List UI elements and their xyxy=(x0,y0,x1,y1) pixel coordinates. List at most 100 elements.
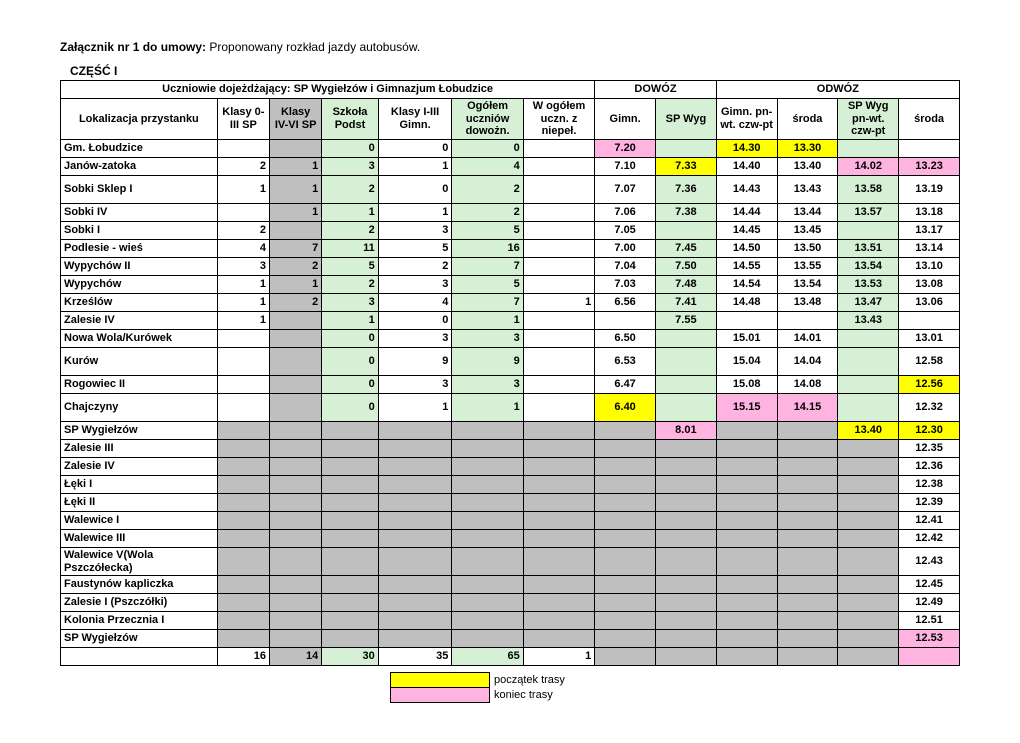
grey-cell xyxy=(452,547,523,575)
grey-cell xyxy=(378,594,452,612)
og: 9 xyxy=(452,347,523,375)
table-row: Gm. Łobudzice0007.2014.3013.30 xyxy=(61,139,960,157)
gim: 1 xyxy=(378,203,452,221)
o-s2: 12.36 xyxy=(899,457,960,475)
d-sp xyxy=(656,375,717,393)
gim: 1 xyxy=(378,157,452,175)
sp: 3 xyxy=(322,293,379,311)
grey-cell xyxy=(452,576,523,594)
og: 2 xyxy=(452,175,523,203)
d-gimn: 7.05 xyxy=(595,221,656,239)
o-sp xyxy=(838,576,899,594)
grey-cell xyxy=(322,439,379,457)
d-gimn: 6.50 xyxy=(595,329,656,347)
legend: początek trasy koniec trasy xyxy=(390,672,960,703)
col-d-spwyg: SP Wyg xyxy=(656,99,717,140)
k4: 2 xyxy=(270,257,322,275)
d-sp xyxy=(656,511,717,529)
k0 xyxy=(217,393,269,421)
grey-cell xyxy=(270,630,322,648)
o-s1: 14.15 xyxy=(777,393,838,421)
col-o-sroda2: środa xyxy=(899,99,960,140)
grey-cell xyxy=(270,493,322,511)
d-gimn xyxy=(595,594,656,612)
d-sp xyxy=(656,139,717,157)
k4 xyxy=(270,347,322,375)
k0 xyxy=(217,375,269,393)
col-klasy0: Klasy 0-III SP xyxy=(217,99,269,140)
grey-cell xyxy=(217,594,269,612)
d-gimn: 7.06 xyxy=(595,203,656,221)
grey-cell xyxy=(452,630,523,648)
d-sp: 7.41 xyxy=(656,293,717,311)
gim: 0 xyxy=(378,175,452,203)
table-row: Łęki II12.39 xyxy=(61,493,960,511)
k0: 1 xyxy=(217,275,269,293)
og: 2 xyxy=(452,203,523,221)
o-g xyxy=(716,576,777,594)
grey-cell xyxy=(523,547,594,575)
o-s1 xyxy=(777,311,838,329)
o-s1 xyxy=(777,529,838,547)
o-g: 15.15 xyxy=(716,393,777,421)
og: 5 xyxy=(452,221,523,239)
k4: 1 xyxy=(270,175,322,203)
o-g: 14.50 xyxy=(716,239,777,257)
d-sp xyxy=(656,329,717,347)
gim: 3 xyxy=(378,221,452,239)
og: 16 xyxy=(452,239,523,257)
table-row: Chajczyny0116.4015.1514.1512.32 xyxy=(61,393,960,421)
o-s2: 12.42 xyxy=(899,529,960,547)
grey-cell xyxy=(452,594,523,612)
legend-end-swatch xyxy=(391,688,490,703)
o-s1: 13.50 xyxy=(777,239,838,257)
stop-name: SP Wygiełzów xyxy=(61,421,218,439)
o-sp: 13.57 xyxy=(838,203,899,221)
o-g: 15.08 xyxy=(716,375,777,393)
attachment-title: Załącznik nr 1 do umowy: Proponowany roz… xyxy=(60,40,960,54)
wog xyxy=(523,139,594,157)
grey-cell xyxy=(378,421,452,439)
d-sp: 7.45 xyxy=(656,239,717,257)
legend-end: koniec trasy xyxy=(490,688,619,703)
o-s2: 13.10 xyxy=(899,257,960,275)
o-sp xyxy=(838,439,899,457)
grey-cell xyxy=(322,475,379,493)
d-gimn: 6.56 xyxy=(595,293,656,311)
table-row: Walewice I12.41 xyxy=(61,511,960,529)
stop-name: Walewice III xyxy=(61,529,218,547)
o-sp: 14.02 xyxy=(838,157,899,175)
stop-name: Zalesie IV xyxy=(61,311,218,329)
blank xyxy=(61,648,218,666)
o-s1: 13.40 xyxy=(777,157,838,175)
t-a: 16 xyxy=(217,648,269,666)
o-g xyxy=(716,511,777,529)
grey-cell xyxy=(322,511,379,529)
o-g: 14.30 xyxy=(716,139,777,157)
wog xyxy=(523,203,594,221)
o-s1: 14.01 xyxy=(777,329,838,347)
o-s2: 13.23 xyxy=(899,157,960,175)
grey-cell xyxy=(217,421,269,439)
gim: 9 xyxy=(378,347,452,375)
sp: 5 xyxy=(322,257,379,275)
stop-name: Sobki Sklep I xyxy=(61,175,218,203)
o-sp xyxy=(838,594,899,612)
o-s2: 13.18 xyxy=(899,203,960,221)
o-s1 xyxy=(777,594,838,612)
grey-cell xyxy=(378,493,452,511)
o-s2: 12.43 xyxy=(899,547,960,575)
grey-cell xyxy=(452,421,523,439)
o-g xyxy=(716,612,777,630)
d-gimn xyxy=(595,311,656,329)
o-g xyxy=(716,493,777,511)
og: 5 xyxy=(452,275,523,293)
d-gimn xyxy=(595,421,656,439)
d-sp xyxy=(656,347,717,375)
grey-cell xyxy=(452,511,523,529)
d-sp xyxy=(656,393,717,421)
o-s2: 12.39 xyxy=(899,493,960,511)
wog xyxy=(523,175,594,203)
grey-cell xyxy=(322,529,379,547)
grey-cell xyxy=(452,439,523,457)
